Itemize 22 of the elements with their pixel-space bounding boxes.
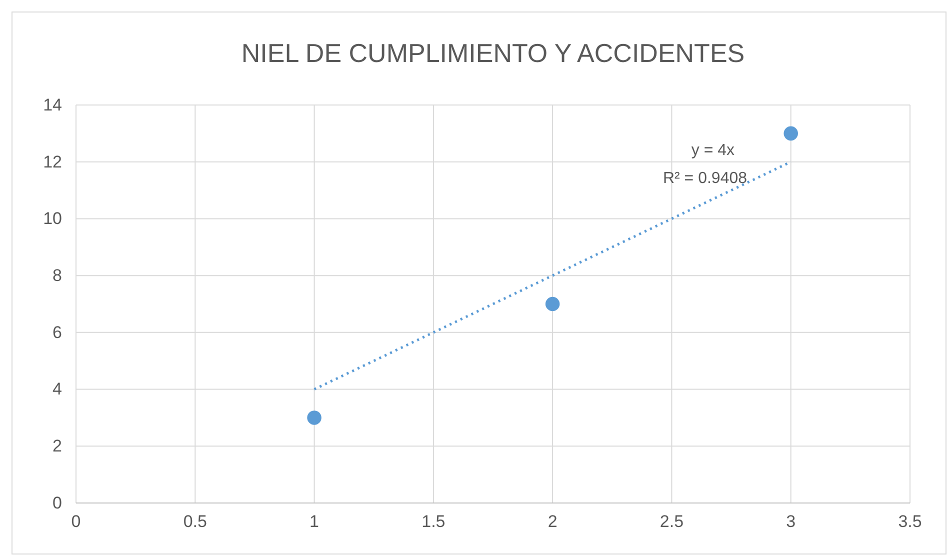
chart-title: NIEL DE CUMPLIMIENTO Y ACCIDENTES <box>241 38 745 68</box>
point <box>307 410 322 425</box>
y-tick-label: 2 <box>52 436 62 456</box>
y-tick-label: 12 <box>43 152 62 172</box>
y-tick-label: 4 <box>52 380 62 399</box>
x-tick-label: 2.5 <box>660 512 684 532</box>
x-tick-label: 3 <box>786 512 796 532</box>
point <box>545 296 560 312</box>
x-tick-label: 3.5 <box>898 512 922 532</box>
y-tick-label: 0 <box>52 493 62 512</box>
point <box>784 126 798 141</box>
x-tick-label: 1.5 <box>422 512 446 532</box>
y-tick-label: 6 <box>52 322 62 342</box>
x-tick-label: 1 <box>310 512 320 532</box>
x-tick-label: 0.5 <box>183 512 207 532</box>
y-tick-label: 8 <box>52 266 62 286</box>
y-tick-label: 10 <box>43 209 62 228</box>
x-tick-label: 2 <box>548 512 558 532</box>
x-tick-label: 0 <box>71 512 81 532</box>
annotation: y = 4x <box>691 142 735 160</box>
annotation: R² = 0.9408 <box>662 170 748 188</box>
y-tick-label: 14 <box>43 95 62 114</box>
